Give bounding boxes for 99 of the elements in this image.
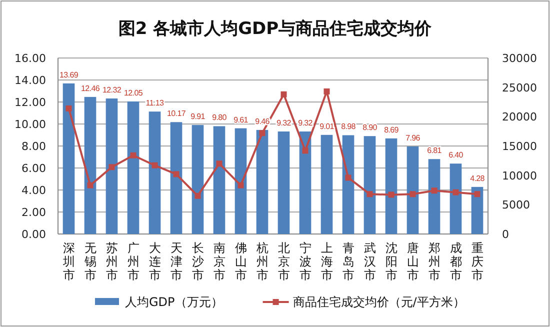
data-label: 12.32 [102, 85, 122, 94]
data-label: 8.69 [384, 125, 400, 134]
y-tick-label: 4.00 [22, 184, 46, 197]
bar [62, 83, 75, 234]
point [173, 171, 180, 178]
x-tick-label: 成都市 [450, 241, 462, 282]
point [366, 191, 373, 198]
x-tick-label: 青岛市 [342, 241, 354, 282]
bar [428, 159, 440, 234]
data-label: 8.98 [341, 122, 356, 132]
x-tick-label: 长沙市 [192, 241, 204, 282]
point [108, 164, 115, 170]
data-label: 12.46 [80, 84, 100, 93]
x-tick-label: 天津市 [170, 241, 182, 282]
x-tick-label: 无锡市 [83, 241, 96, 282]
bar [385, 138, 398, 234]
x-tick-label: 广州市 [127, 241, 140, 282]
chart-title: 图2 各城市人均GDP与商品住宅成交均价 [118, 19, 433, 39]
bar [471, 186, 484, 234]
data-label: 6.40 [448, 150, 464, 160]
y-tick-label: 10.00 [14, 118, 46, 131]
point [410, 191, 416, 198]
x-tick-label: 上海市 [320, 241, 333, 282]
y-tick-label: 8.00 [22, 140, 46, 153]
point [345, 174, 352, 181]
legend-item: 商品住宅成交均价（元/平方米） [262, 295, 465, 309]
bar [127, 101, 140, 234]
bar [342, 135, 354, 234]
legend-item: 人均GDP（万元） [95, 295, 223, 309]
x-tick-label: 郑州市 [428, 241, 440, 282]
y2-tick-label: 15000 [502, 140, 537, 153]
point [324, 88, 330, 94]
data-label: 9.32 [276, 118, 292, 128]
point [302, 148, 308, 154]
y-tick-label: 2.00 [22, 206, 46, 219]
x-tick-label: 武汉市 [364, 241, 376, 282]
bar [450, 164, 462, 234]
point [431, 188, 438, 194]
x-tick-label: 大连市 [148, 241, 161, 282]
data-label: 13.69 [59, 70, 79, 80]
y2-tick-label: 20000 [502, 110, 537, 124]
data-label: 9.61 [234, 115, 249, 124]
data-label: 11.13 [146, 98, 165, 108]
y-tick-label: 16.00 [14, 52, 46, 65]
bar [213, 126, 226, 234]
bar [148, 112, 161, 234]
data-label: 9.80 [212, 113, 228, 122]
point [238, 182, 244, 188]
y2-tick-label: 5000 [502, 198, 530, 212]
x-tick-label: 佛山市 [234, 241, 247, 282]
x-tick-label: 深圳市 [62, 241, 75, 282]
y-tick-label: 12.00 [14, 96, 46, 109]
y2-tick-label: 25000 [502, 81, 537, 94]
x-tick-label: 重庆市 [471, 241, 484, 282]
bar [278, 131, 290, 234]
data-label: 10.17 [166, 109, 186, 118]
bar [84, 96, 96, 234]
data-label: 9.32 [298, 118, 314, 128]
data-label: 9.01 [320, 122, 335, 131]
x-tick-label: 杭州市 [255, 241, 268, 282]
y2-tick-label: 10000 [502, 169, 537, 182]
data-label: 8.90 [362, 123, 378, 132]
point [388, 192, 394, 198]
data-label: 4.28 [470, 174, 486, 183]
data-label: 7.96 [406, 133, 421, 142]
data-label: 6.81 [427, 146, 442, 156]
y-tick-label: 0.00 [22, 228, 46, 241]
point [152, 162, 158, 168]
y-tick-label: 6.00 [22, 162, 46, 175]
data-label: 9.91 [190, 112, 206, 121]
legend-label: 人均GDP（万元） [125, 295, 223, 309]
bar [192, 124, 204, 234]
y2-tick-label: 0 [502, 228, 509, 241]
x-tick-label: 沈阳市 [385, 241, 398, 282]
point [259, 130, 266, 136]
x-tick-label: 北京市 [278, 241, 290, 282]
point [66, 105, 72, 112]
point [130, 152, 136, 158]
point [194, 192, 201, 199]
bar [364, 136, 376, 234]
point [452, 189, 459, 196]
x-tick-label: 唐山市 [406, 241, 419, 282]
bar [106, 98, 118, 234]
bar [406, 146, 419, 234]
y-tick-label: 14.00 [14, 74, 46, 87]
bar [299, 131, 312, 234]
point [216, 160, 222, 167]
bar [320, 134, 333, 234]
bar [170, 122, 182, 234]
bar [234, 128, 247, 234]
data-label: 12.05 [124, 88, 144, 98]
bar [256, 130, 268, 234]
point [87, 182, 94, 188]
x-tick-label: 宁波市 [299, 241, 312, 282]
point [280, 91, 287, 98]
point [474, 191, 480, 198]
x-tick-label: 南京市 [213, 241, 226, 282]
y2-tick-label: 30000 [502, 52, 537, 65]
x-tick-label: 苏州市 [106, 241, 118, 282]
